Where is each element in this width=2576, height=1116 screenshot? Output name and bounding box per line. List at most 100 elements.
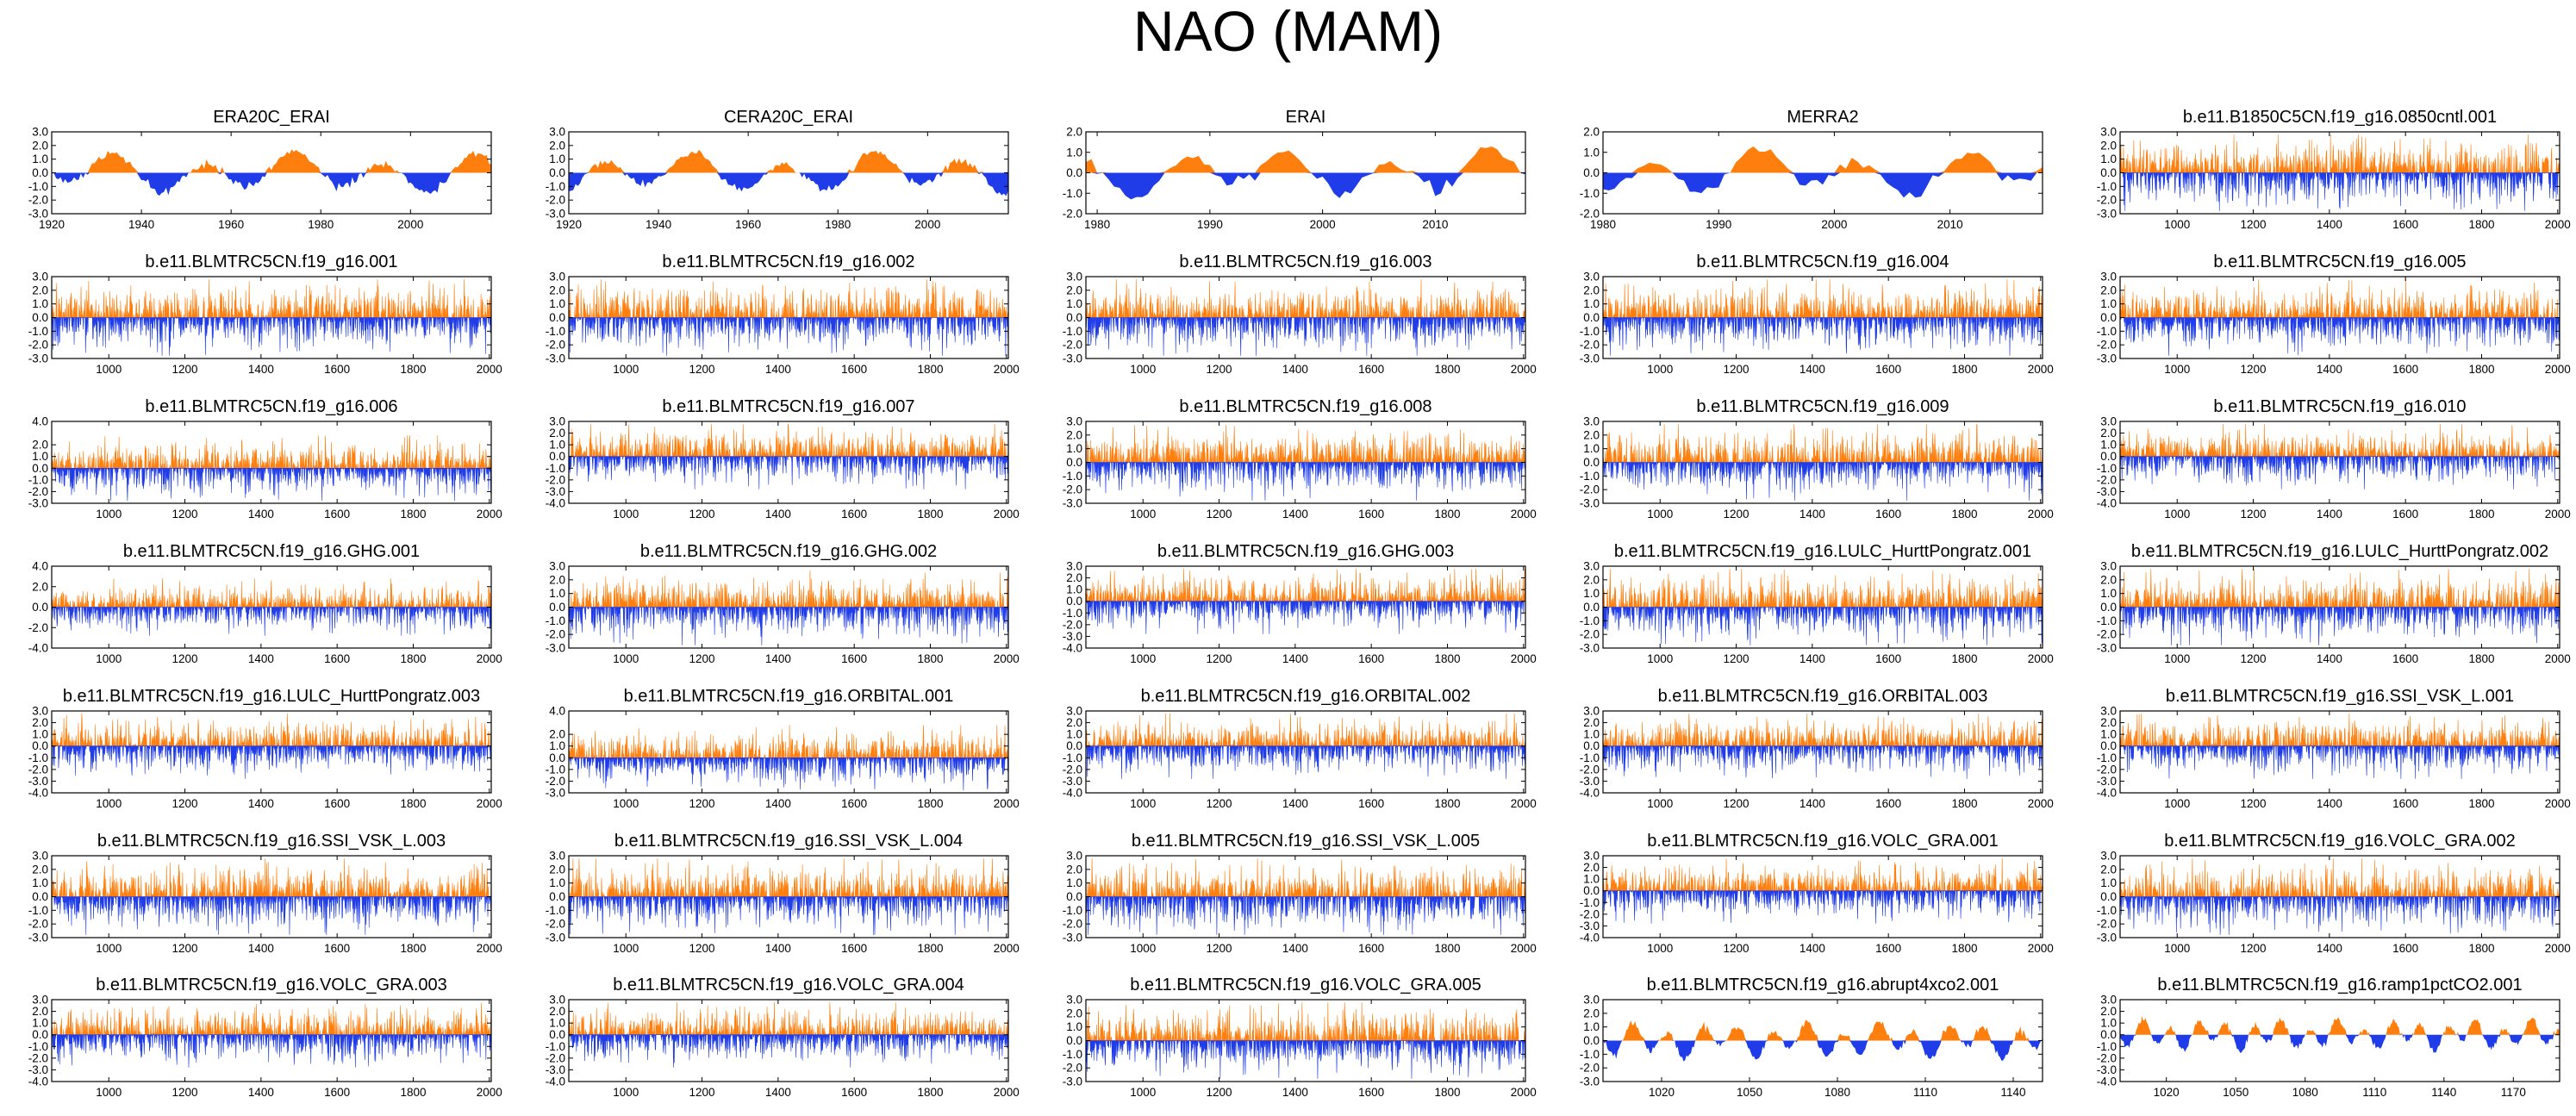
negative-anomaly-area <box>2120 1034 2560 1053</box>
y-tick-label: -2.0 <box>546 628 565 641</box>
negative-anomaly-area <box>1603 316 2043 356</box>
x-tick-label: 1800 <box>2468 218 2494 231</box>
y-tick-label: -3.0 <box>28 1063 48 1076</box>
y-tick-label: 3.0 <box>2100 126 2117 139</box>
nao-panel: b.e11.BLMTRC5CN.f19_g16.LULC_HurttPongra… <box>2097 542 2571 665</box>
nao-panel: b.e11.BLMTRC5CN.f19_g16.VOLC_GRA.0013.02… <box>1580 832 2054 955</box>
panel-title: b.e11.BLMTRC5CN.f19_g16.006 <box>145 397 397 416</box>
x-tick-label: 1200 <box>1207 363 1232 376</box>
y-tick-label: 0.0 <box>1583 884 1600 897</box>
x-tick-label: 1020 <box>2154 1086 2180 1099</box>
y-tick-label: 2.0 <box>32 439 48 452</box>
nao-panel: b.e11.BLMTRC5CN.f19_g16.0033.02.01.00.0-… <box>1063 253 1537 376</box>
negative-anomaly-area <box>569 316 1008 356</box>
y-tick-label: -4.0 <box>28 1075 48 1088</box>
x-tick-label: 2000 <box>477 1086 502 1099</box>
nao-panel: b.e11.BLMTRC5CN.f19_g16.VOLC_GRA.0033.02… <box>28 976 502 1099</box>
panel-title: b.e11.BLMTRC5CN.f19_g16.VOLC_GRA.003 <box>96 976 447 994</box>
y-tick-label: -4.0 <box>2097 787 2117 800</box>
x-tick-label: 1200 <box>2241 363 2267 376</box>
nao-panel: b.e11.BLMTRC5CN.f19_g16.SSI_VSK_L.003 3.0… <box>28 832 502 955</box>
y-tick-label: 0.0 <box>1583 601 1600 614</box>
positive-anomaly-area <box>1603 569 2043 608</box>
y-tick-label: 0.0 <box>2100 739 2117 752</box>
x-tick-label: 1000 <box>613 363 639 376</box>
x-tick-label: 1980 <box>1590 218 1616 231</box>
x-tick-label: 2000 <box>994 942 1020 955</box>
x-tick-label: 1400 <box>2317 942 2342 955</box>
y-tick-label: -3.0 <box>2097 208 2117 221</box>
panel-title: b.e11.BLMTRC5CN.f19_g16.GHG.003 <box>1157 542 1454 561</box>
x-tick-label: 1000 <box>2164 652 2190 665</box>
y-tick-label: -1.0 <box>28 180 48 193</box>
y-tick-label: 1.0 <box>32 450 48 463</box>
panel-title: ERA20C_ERAI <box>213 108 330 127</box>
y-tick-label: 3.0 <box>549 126 565 139</box>
y-tick-label: -1.0 <box>1063 1048 1082 1061</box>
y-tick-label: -2.0 <box>28 1051 48 1064</box>
x-tick-label: 1000 <box>1130 508 1156 521</box>
y-tick-label: -1.0 <box>1580 614 1600 627</box>
series-group <box>569 858 1008 935</box>
positive-anomaly-area <box>1086 568 1525 602</box>
y-tick-label: -1.0 <box>1063 751 1082 764</box>
x-tick-label: 1800 <box>1434 508 1460 521</box>
nao-panel: b.e11.BLMTRC5CN.f19_g16.0023.02.01.00.0-… <box>546 253 1020 376</box>
x-tick-label: 1400 <box>765 942 791 955</box>
series-group <box>1603 279 2043 356</box>
series-group <box>52 713 491 779</box>
y-tick-label: -1.0 <box>546 462 565 475</box>
positive-anomaly-area <box>1086 425 1525 464</box>
negative-anomaly-area <box>52 606 491 636</box>
positive-anomaly-area <box>1603 279 2043 319</box>
y-tick-label: 1.0 <box>549 297 565 310</box>
y-tick-label: -2.0 <box>546 918 565 931</box>
y-tick-label: -4.0 <box>2097 1075 2117 1088</box>
series-group <box>1603 1019 2043 1062</box>
positive-anomaly-area <box>52 858 491 898</box>
series-group <box>569 1001 1008 1068</box>
y-tick-label: -3.0 <box>1063 630 1082 643</box>
y-tick-label: -1.0 <box>1063 607 1082 620</box>
x-tick-label: 1400 <box>1282 942 1308 955</box>
positive-anomaly-area <box>569 1001 1008 1036</box>
nao-panel: b.e11.BLMTRC5CN.f19_g16.0103.02.01.00.0-… <box>2097 397 2571 521</box>
y-tick-label: 1.0 <box>1066 728 1082 741</box>
y-tick-label: 1.0 <box>2100 728 2117 741</box>
y-tick-label: 3.0 <box>549 850 565 863</box>
y-tick-label: -4.0 <box>546 497 565 510</box>
y-tick-label: 1.0 <box>1066 876 1082 889</box>
series-group <box>2120 279 2560 356</box>
y-tick-label: 4.0 <box>32 415 48 428</box>
x-tick-label: 1600 <box>324 508 350 521</box>
panel-title: b.e11.BLMTRC5CN.f19_g16.010 <box>2213 397 2466 416</box>
y-tick-label: -2.0 <box>2097 763 2117 776</box>
negative-anomaly-area <box>52 745 491 779</box>
x-tick-label: 1400 <box>1799 652 1825 665</box>
x-tick-label: 2000 <box>2545 218 2571 231</box>
y-tick-label: 2.0 <box>32 580 48 593</box>
plot-frame <box>51 999 492 1082</box>
x-tick-label: 1200 <box>172 652 198 665</box>
x-tick-label: 1200 <box>1207 508 1232 521</box>
series-group <box>1603 424 2043 501</box>
x-tick-label: 1200 <box>1724 652 1750 665</box>
plot-frame <box>2119 999 2560 1082</box>
y-tick-label: 0.0 <box>32 462 48 475</box>
x-tick-label: 1990 <box>1197 218 1223 231</box>
y-tick-label: 1.0 <box>32 1017 48 1030</box>
x-tick-label: 1400 <box>248 942 274 955</box>
x-tick-label: 1000 <box>96 363 122 376</box>
y-tick-label: 3.0 <box>32 126 48 139</box>
y-tick-label: 0.0 <box>32 739 48 752</box>
x-tick-label: 1000 <box>1647 652 1673 665</box>
x-tick-label: 2000 <box>994 363 1020 376</box>
x-tick-label: 2000 <box>2545 652 2571 665</box>
y-tick-label: 3.0 <box>549 271 565 284</box>
x-tick-label: 2000 <box>397 218 423 231</box>
negative-anomaly-area <box>2120 171 2560 211</box>
negative-anomaly-area <box>1603 172 2043 198</box>
y-tick-label: -3.0 <box>1580 497 1600 510</box>
